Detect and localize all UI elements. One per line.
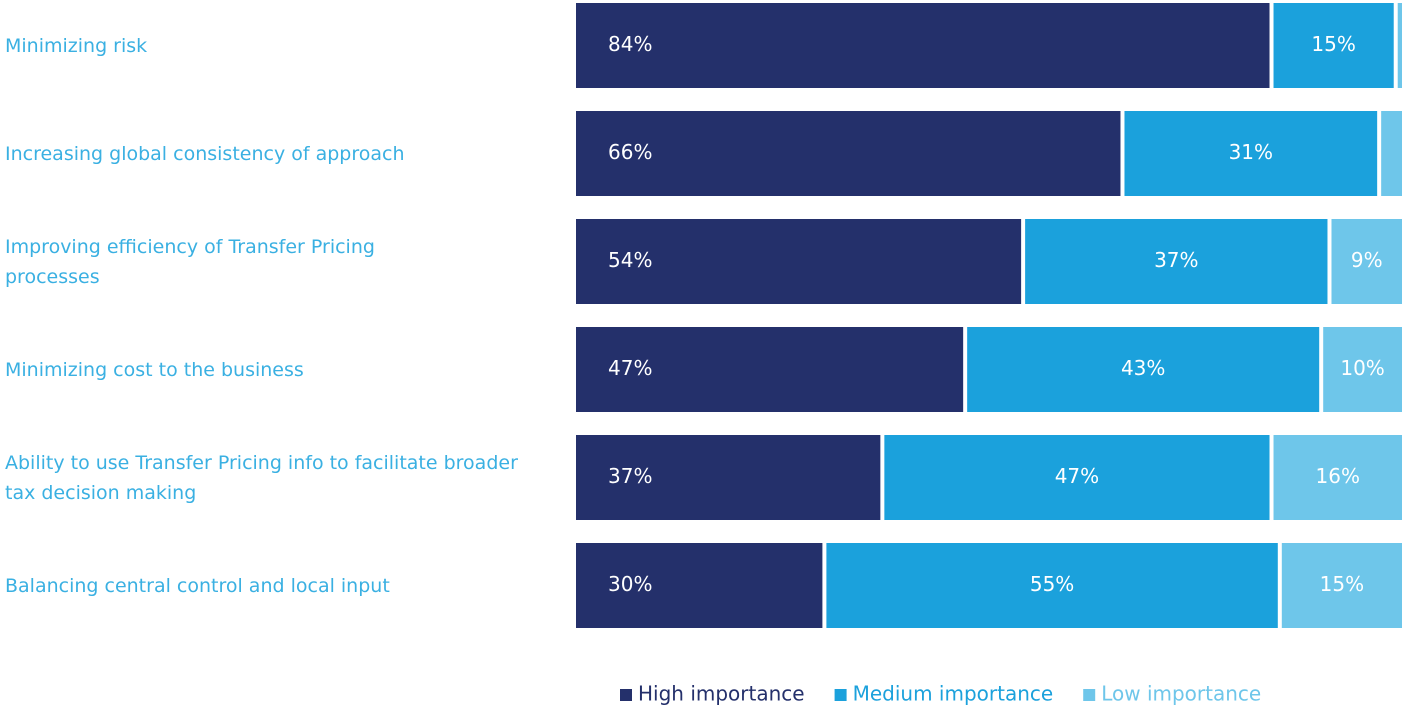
bar-segment — [1273, 3, 1394, 88]
bar-segment — [1281, 543, 1402, 628]
category-label: Increasing global consistency of approac… — [5, 142, 405, 165]
bar-segment — [1397, 3, 1402, 88]
bar-segment — [1381, 111, 1402, 196]
value-label: 55% — [1030, 572, 1074, 596]
bar-segment — [576, 3, 1270, 88]
value-label: 31% — [1229, 140, 1273, 164]
category-label: Minimizing cost to the business — [5, 358, 304, 381]
bar-segment — [576, 435, 881, 520]
legend-swatch — [834, 689, 847, 701]
category-label: Balancing central control and local inpu… — [5, 574, 390, 597]
legend-label: Low importance — [1101, 682, 1261, 706]
value-label: 9% — [1351, 248, 1383, 272]
category-label: Minimizing risk — [5, 34, 148, 57]
legend-swatch — [1083, 689, 1096, 701]
bar-segment — [1025, 219, 1328, 304]
value-label: 47% — [1055, 464, 1099, 488]
bar-segment — [576, 543, 823, 628]
bar-segment — [576, 327, 964, 412]
value-label: 15% — [1311, 32, 1355, 56]
legend-swatch — [620, 689, 632, 701]
bar-segment — [1273, 435, 1402, 520]
value-label: 37% — [608, 464, 652, 488]
value-label: 54% — [608, 248, 652, 272]
bar-segment — [967, 327, 1320, 412]
value-label: 15% — [1320, 572, 1364, 596]
category-label: Ability to use Transfer Pricing info to … — [5, 451, 518, 504]
bar-segment — [1331, 219, 1402, 304]
value-label: 30% — [608, 572, 652, 596]
bar-segment — [576, 219, 1022, 304]
legend-label: High importance — [638, 682, 805, 706]
legend-label: Medium importance — [853, 682, 1054, 706]
bar-segment — [1124, 111, 1378, 196]
value-label: 84% — [608, 32, 652, 56]
bar-segment — [884, 435, 1270, 520]
value-label: 66% — [608, 140, 652, 164]
value-label: 37% — [1154, 248, 1198, 272]
bar-segment — [826, 543, 1278, 628]
value-label: 10% — [1340, 356, 1384, 380]
value-label: 16% — [1316, 464, 1360, 488]
bar-segment — [1323, 327, 1402, 412]
category-label: Improving efficiency of Transfer Pricing… — [5, 235, 375, 288]
bar-segment — [576, 111, 1121, 196]
value-label: 47% — [608, 356, 652, 380]
value-label: 43% — [1121, 356, 1165, 380]
